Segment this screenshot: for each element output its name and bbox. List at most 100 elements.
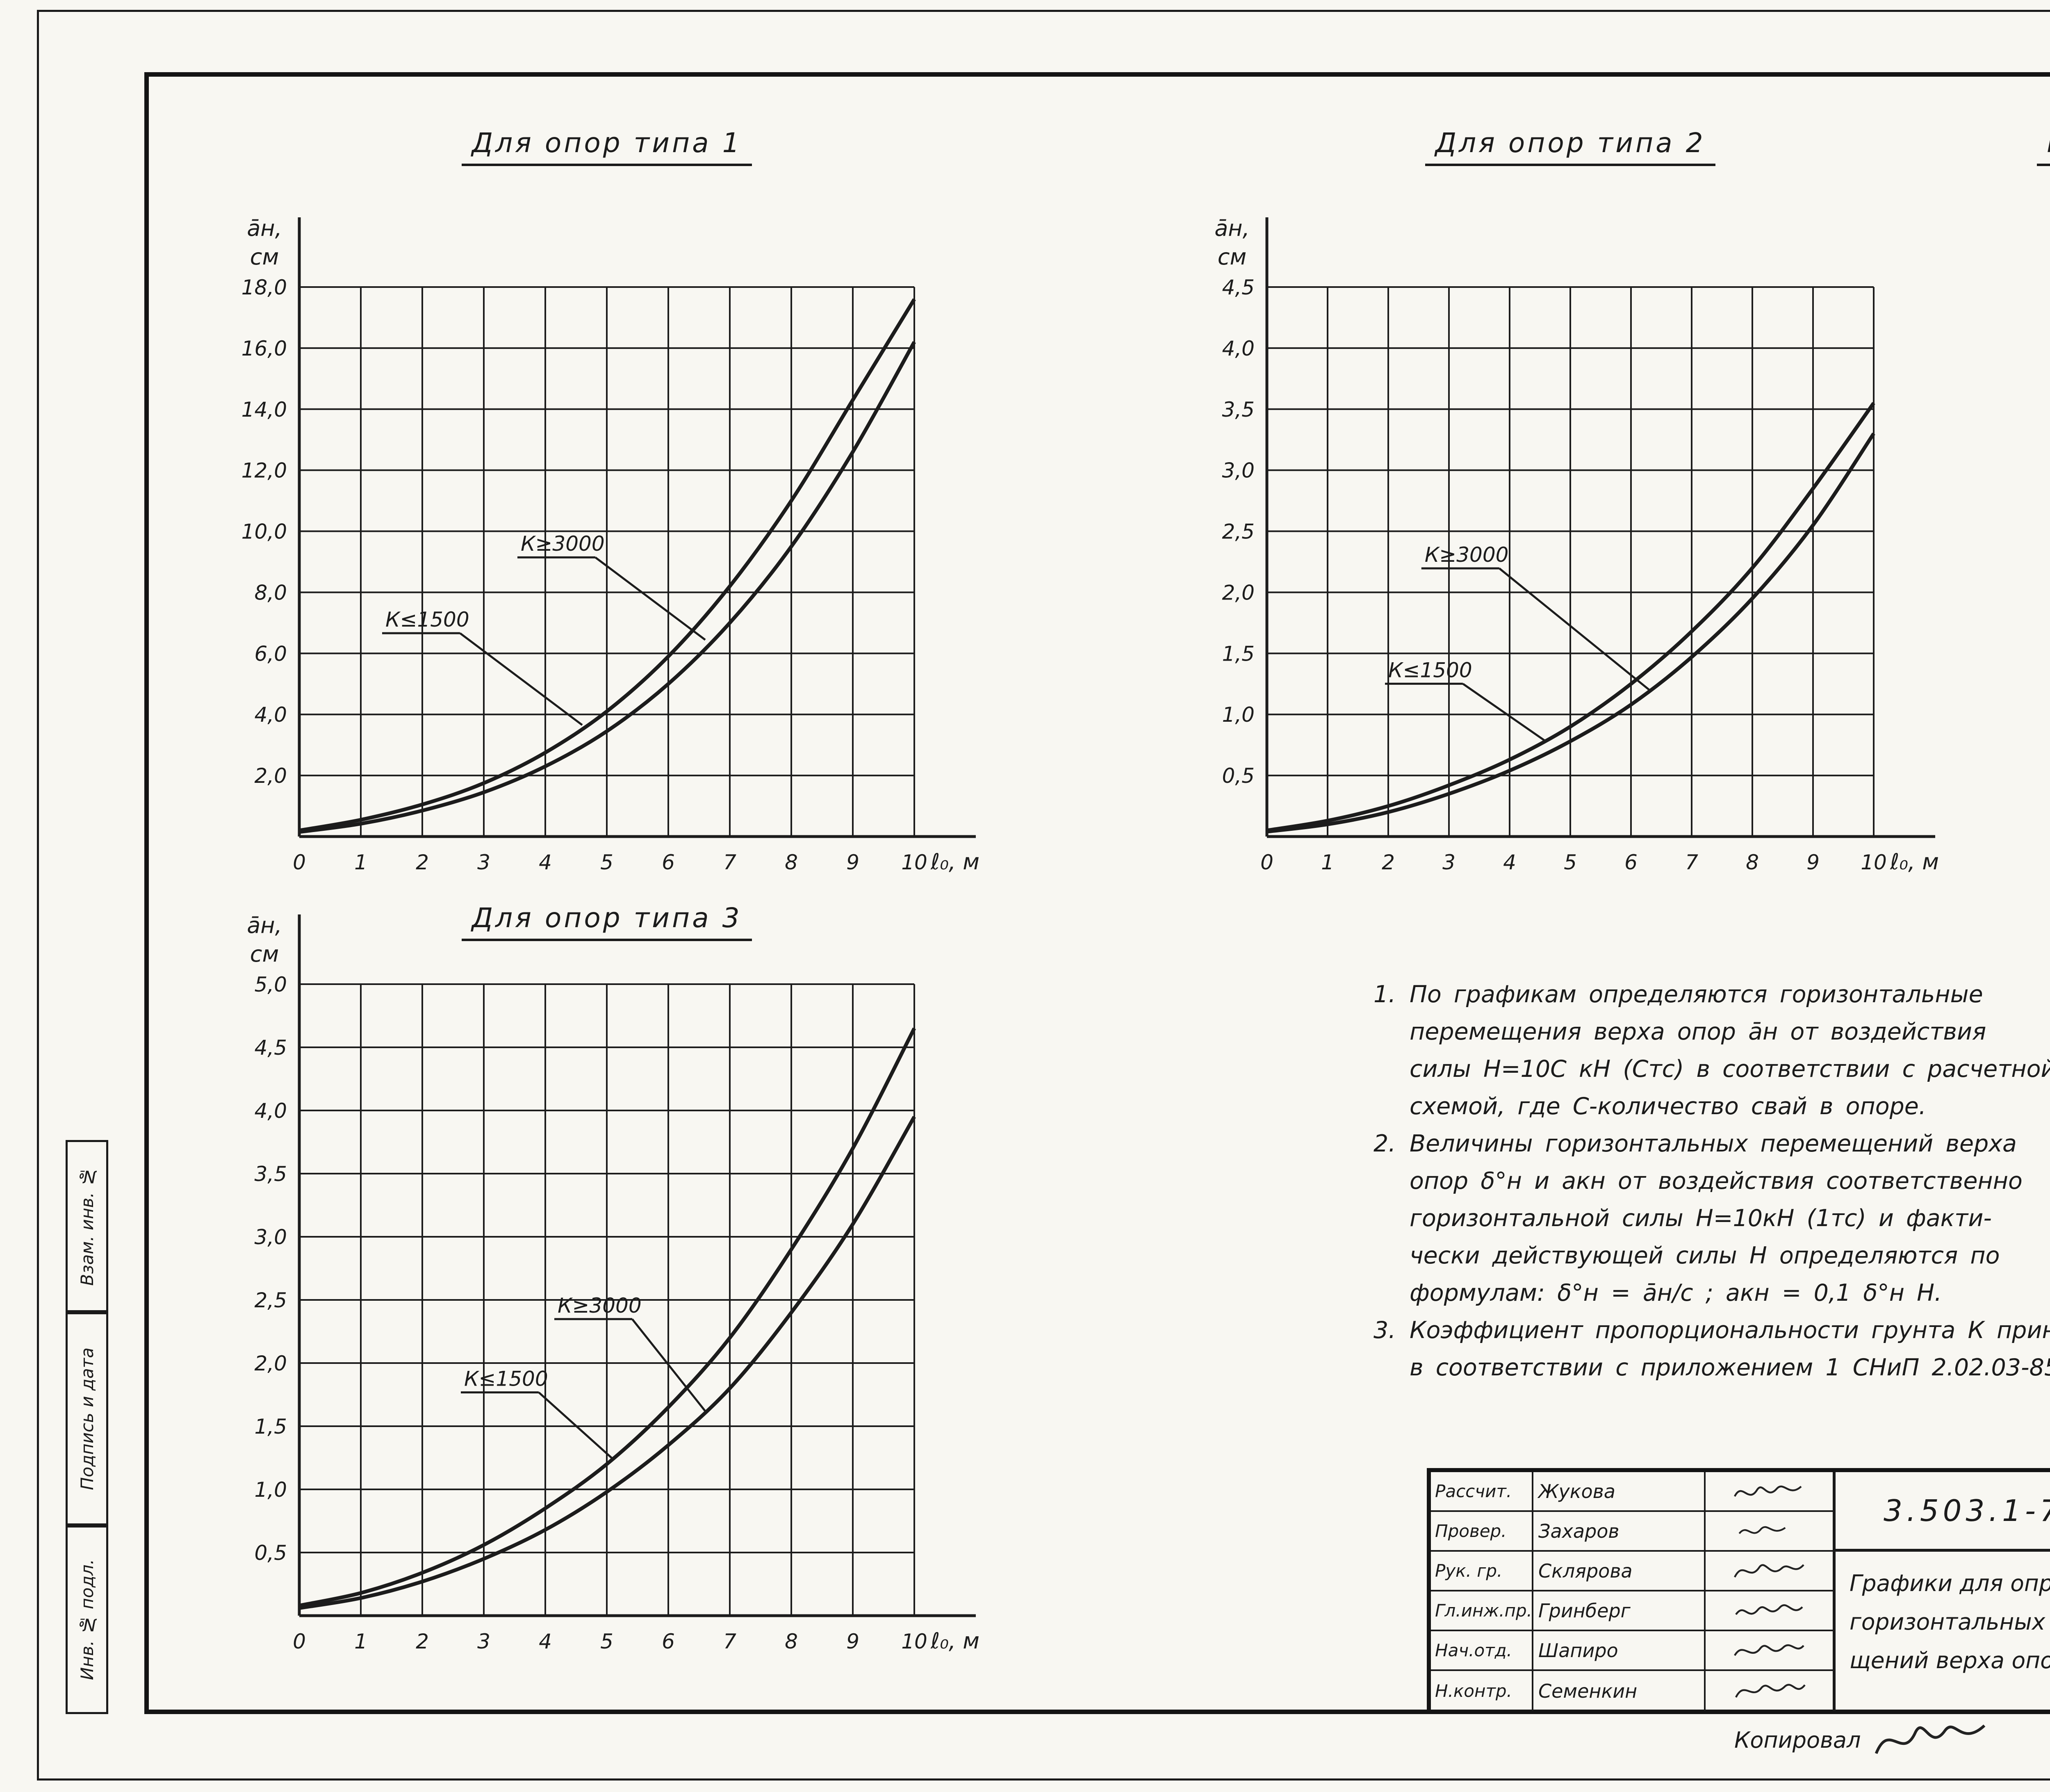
title-block: Рассчит. Жукова Провер. Захаров Рук. гр.… xyxy=(1427,1468,2050,1714)
y-tick-label: 12,0 xyxy=(241,459,287,483)
chart-type-1: Для опор типа 1 18,0 1 6,0 14,0 12,0 10,0 8,0 6… xyxy=(230,115,1091,976)
role-label: Провер. xyxy=(1431,1512,1533,1550)
x-tick-label: 4 xyxy=(539,1630,552,1653)
x-tick-label: 6 xyxy=(662,1630,675,1653)
scheme-drawing: Н ан ℓ₀ xyxy=(1919,176,2050,750)
drawing-title-line: горизонтальных переме- xyxy=(1850,1609,2050,1635)
x-tick-label: 2 xyxy=(1382,850,1395,874)
y-tick-label: 4,5 xyxy=(1222,276,1255,299)
curve-К≥3000 xyxy=(299,341,916,834)
role-label: Рук. гр. xyxy=(1431,1552,1533,1590)
signature-cell xyxy=(1706,1591,1833,1630)
signature-mark xyxy=(1734,1644,1804,1656)
curve-label-leader xyxy=(538,1391,614,1460)
x-tick-label: 8 xyxy=(785,1630,798,1653)
person-name: Склярова xyxy=(1533,1552,1706,1590)
y-tick-label: 1,0 xyxy=(1222,703,1255,727)
chart-type-2: Для опор типа 2 4,5 4,0 3,5 3,0 2,5 2,0 1,5 1,0… xyxy=(1197,115,2050,976)
curve-К≤1500 xyxy=(299,1027,916,1607)
x-tick-label: 3 xyxy=(477,850,490,874)
curve-label-leader xyxy=(631,1318,706,1412)
y-tick-label: 6,0 xyxy=(254,642,287,666)
y-tick-label: 18,0 xyxy=(241,276,287,299)
x-tick-label: 5 xyxy=(600,850,613,874)
side-label-inv: Инв. № подл. xyxy=(77,1559,97,1680)
y-axis-label: āн, xyxy=(247,912,282,938)
signature-mark xyxy=(1738,1526,1786,1534)
note-text: Коэффициент пропорциональности грунта К … xyxy=(1410,1317,2050,1381)
chart-title: Для опор типа 1 xyxy=(299,127,914,166)
x-tick-label: 6 xyxy=(662,850,675,874)
curve-label-leader xyxy=(1499,568,1650,691)
y-tick-label: 5,0 xyxy=(254,973,287,996)
person-name: Гринберг xyxy=(1533,1591,1706,1630)
signature-mark xyxy=(1733,1564,1804,1578)
x-tick-label: 10 xyxy=(901,1630,927,1653)
x-axis-label: ℓ₀, м xyxy=(930,1628,979,1654)
notes-list: 1. По графикам определяются горизонтальны… xyxy=(1374,976,2050,1386)
title-block-row: Провер. Захаров xyxy=(1431,1512,1833,1552)
copier-signature-mark xyxy=(1875,1724,1986,1754)
person-name: Захаров xyxy=(1533,1512,1706,1550)
person-name: Семенкин xyxy=(1533,1671,1706,1711)
y-tick-label: 2,0 xyxy=(254,1352,287,1375)
x-tick-label: 9 xyxy=(1806,850,1820,874)
y-tick-label: 2,0 xyxy=(254,764,287,788)
y-tick-label: 1,0 xyxy=(254,1478,287,1502)
x-tick-label: 7 xyxy=(1685,850,1698,874)
x-tick-label: 5 xyxy=(1564,850,1577,874)
x-tick-label: 1 xyxy=(354,850,367,874)
note-item: 1. По графикам определяются горизонтальны… xyxy=(1374,976,2050,1125)
y-axis-label: āн, xyxy=(247,215,282,241)
chart-canvas: 18,0 16,0 14,0 12,0 10,0 8,0 6,0 4,0 2,0 0 1 2 3 4 5 6 7… xyxy=(241,215,979,875)
y-tick-label: 1,5 xyxy=(254,1415,287,1439)
chart-canvas: 5,0 4,5 4,0 3,5 3,0 2,5 2,0 1,5 1,0 0,5 0 1 2 3 4 5 6 7 8 9… xyxy=(247,912,979,1654)
x-tick-label: 3 xyxy=(477,1630,490,1653)
signature-mark xyxy=(1735,1683,1806,1698)
x-tick-label: 6 xyxy=(1624,850,1638,874)
side-box-podpis: Подпись и дата xyxy=(66,1312,108,1525)
curve-label: К≤1500 xyxy=(464,1367,548,1391)
x-axis-label: ℓ₀, м xyxy=(1890,849,1939,875)
y-tick-label: 8,0 xyxy=(254,581,287,604)
curve-label: К≤1500 xyxy=(385,608,469,632)
title-block-row: Нач.отд. Шапиро xyxy=(1431,1631,1833,1671)
signature-mark xyxy=(1733,1485,1802,1497)
x-tick-label: 8 xyxy=(1746,850,1759,874)
signature-cell xyxy=(1706,1512,1833,1550)
note-item: 3. Коэффициент пропорциональности грунта … xyxy=(1374,1312,2050,1386)
title-block-row: Гл.инж.пр. Гринберг xyxy=(1431,1591,1833,1631)
chart-title: Для опор типа 2 xyxy=(1267,127,1874,166)
x-tick-label: 10 xyxy=(901,850,927,874)
y-tick-label: 3,0 xyxy=(254,1225,287,1249)
title-block-row: Н.контр. Семенкин xyxy=(1431,1671,1833,1711)
curve-label: К≥3000 xyxy=(1425,543,1509,567)
note-text: По графикам определяются горизонтальные п… xyxy=(1410,981,2050,1120)
curve-К≥3000 xyxy=(299,1116,916,1610)
x-tick-label: 3 xyxy=(1442,850,1456,874)
y-tick-label: 14,0 xyxy=(241,398,287,422)
y-tick-label: 4,0 xyxy=(254,703,287,727)
x-tick-label: 2 xyxy=(416,850,429,874)
curve-label-leader xyxy=(1462,683,1547,743)
x-tick-label: 4 xyxy=(1503,850,1516,874)
curve-К≤1500 xyxy=(1266,402,1875,832)
curve-К≥3000 xyxy=(1266,432,1875,834)
signature-cell xyxy=(1706,1671,1833,1711)
drawing-title: Графики для определения горизонтальных п… xyxy=(1833,1552,2050,1711)
y-tick-label: 3,5 xyxy=(1222,398,1255,422)
note-item: 2. Величины горизонтальных перемещений ве… xyxy=(1374,1125,2050,1312)
y-axis-label: см xyxy=(250,244,279,270)
scheme-title: Расчётная схема xyxy=(1919,127,2050,166)
y-tick-label: 10,0 xyxy=(241,520,287,544)
x-axis-label: ℓ₀, м xyxy=(930,849,979,875)
person-name: Шапиро xyxy=(1533,1631,1706,1669)
drawing-title-line: щений верха опор δ°н и акн xyxy=(1850,1647,2050,1673)
x-tick-label: 2 xyxy=(416,1630,429,1653)
main-frame xyxy=(144,72,2050,1714)
y-tick-label: 1,5 xyxy=(1222,642,1255,666)
copied-label: Копировал xyxy=(1734,1727,1861,1753)
x-tick-label: 9 xyxy=(846,1630,859,1653)
y-axis-label: см xyxy=(1218,244,1246,270)
y-tick-label: 4,0 xyxy=(1222,337,1255,360)
